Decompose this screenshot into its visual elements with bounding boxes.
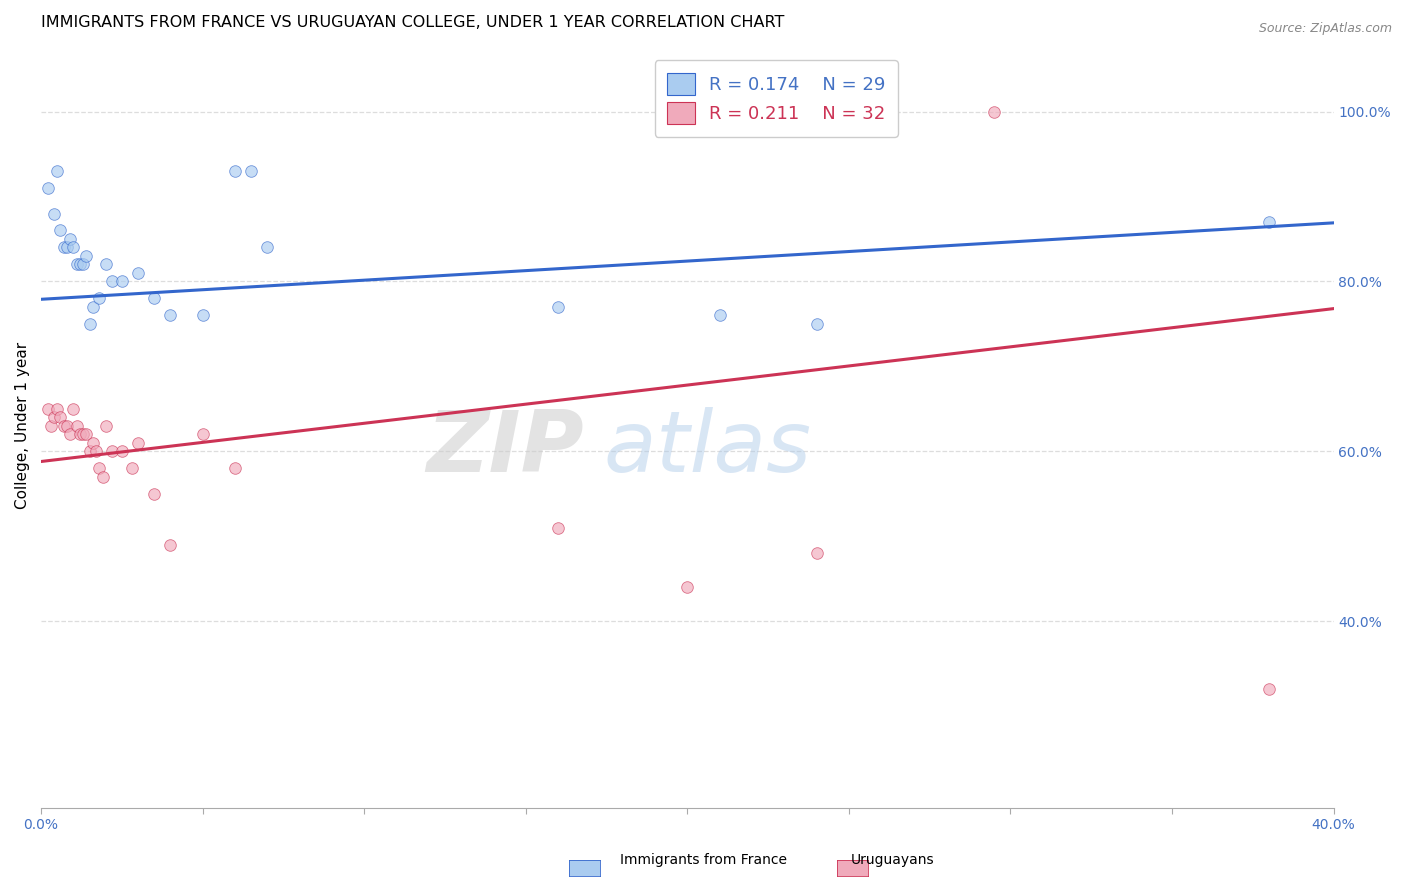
Point: [42, 410, 65, 425]
Point: [59, 427, 82, 442]
Point: [79, 317, 101, 331]
Point: [46, 401, 69, 416]
Point: [806, 546, 828, 560]
Point: [84, 444, 107, 458]
Point: [69, 427, 91, 442]
Point: [52, 418, 75, 433]
Point: [159, 538, 181, 552]
Point: [91, 470, 114, 484]
Point: [56, 418, 79, 433]
Point: [143, 292, 166, 306]
Text: IMMIGRANTS FROM FRANCE VS URUGUAYAN COLLEGE, UNDER 1 YEAR CORRELATION CHART: IMMIGRANTS FROM FRANCE VS URUGUAYAN COLL…: [41, 15, 785, 30]
Point: [127, 435, 149, 450]
Point: [224, 461, 246, 475]
Point: [56, 240, 79, 254]
Point: [224, 164, 246, 178]
Point: [191, 427, 214, 442]
Text: ZIP: ZIP: [426, 408, 583, 491]
Point: [127, 266, 149, 280]
Point: [94, 257, 117, 271]
Point: [79, 444, 101, 458]
Point: [75, 249, 97, 263]
Point: [143, 487, 166, 501]
Point: [89, 292, 111, 306]
Point: [52, 240, 75, 254]
Point: [676, 580, 699, 594]
Text: atlas: atlas: [603, 408, 811, 491]
Legend: R = 0.174    N = 29, R = 0.211    N = 32: R = 0.174 N = 29, R = 0.211 N = 32: [655, 61, 898, 136]
Point: [66, 257, 89, 271]
Point: [101, 275, 124, 289]
Point: [240, 164, 263, 178]
Point: [1257, 682, 1279, 697]
Point: [547, 300, 569, 314]
Point: [111, 444, 134, 458]
Point: [547, 521, 569, 535]
Point: [49, 223, 72, 237]
Point: [191, 309, 214, 323]
Text: Uruguayans: Uruguayans: [851, 853, 935, 867]
Point: [49, 410, 72, 425]
Point: [72, 427, 94, 442]
Point: [69, 257, 91, 271]
Point: [42, 206, 65, 220]
Text: Source: ZipAtlas.com: Source: ZipAtlas.com: [1258, 22, 1392, 36]
Point: [37, 181, 59, 195]
Point: [66, 418, 89, 433]
Point: [1257, 215, 1279, 229]
Point: [256, 240, 278, 254]
Point: [82, 300, 104, 314]
Point: [37, 401, 59, 416]
Point: [39, 418, 62, 433]
Point: [75, 427, 97, 442]
Point: [59, 232, 82, 246]
Point: [46, 164, 69, 178]
Point: [121, 461, 143, 475]
Point: [101, 444, 124, 458]
Point: [72, 257, 94, 271]
Point: [94, 418, 117, 433]
Point: [111, 275, 134, 289]
Point: [89, 461, 111, 475]
Point: [82, 435, 104, 450]
Point: [159, 309, 181, 323]
Point: [983, 104, 1005, 119]
Point: [62, 401, 84, 416]
Point: [709, 309, 731, 323]
Y-axis label: College, Under 1 year: College, Under 1 year: [15, 343, 30, 509]
Point: [62, 240, 84, 254]
Point: [806, 317, 828, 331]
Text: Immigrants from France: Immigrants from France: [620, 853, 786, 867]
